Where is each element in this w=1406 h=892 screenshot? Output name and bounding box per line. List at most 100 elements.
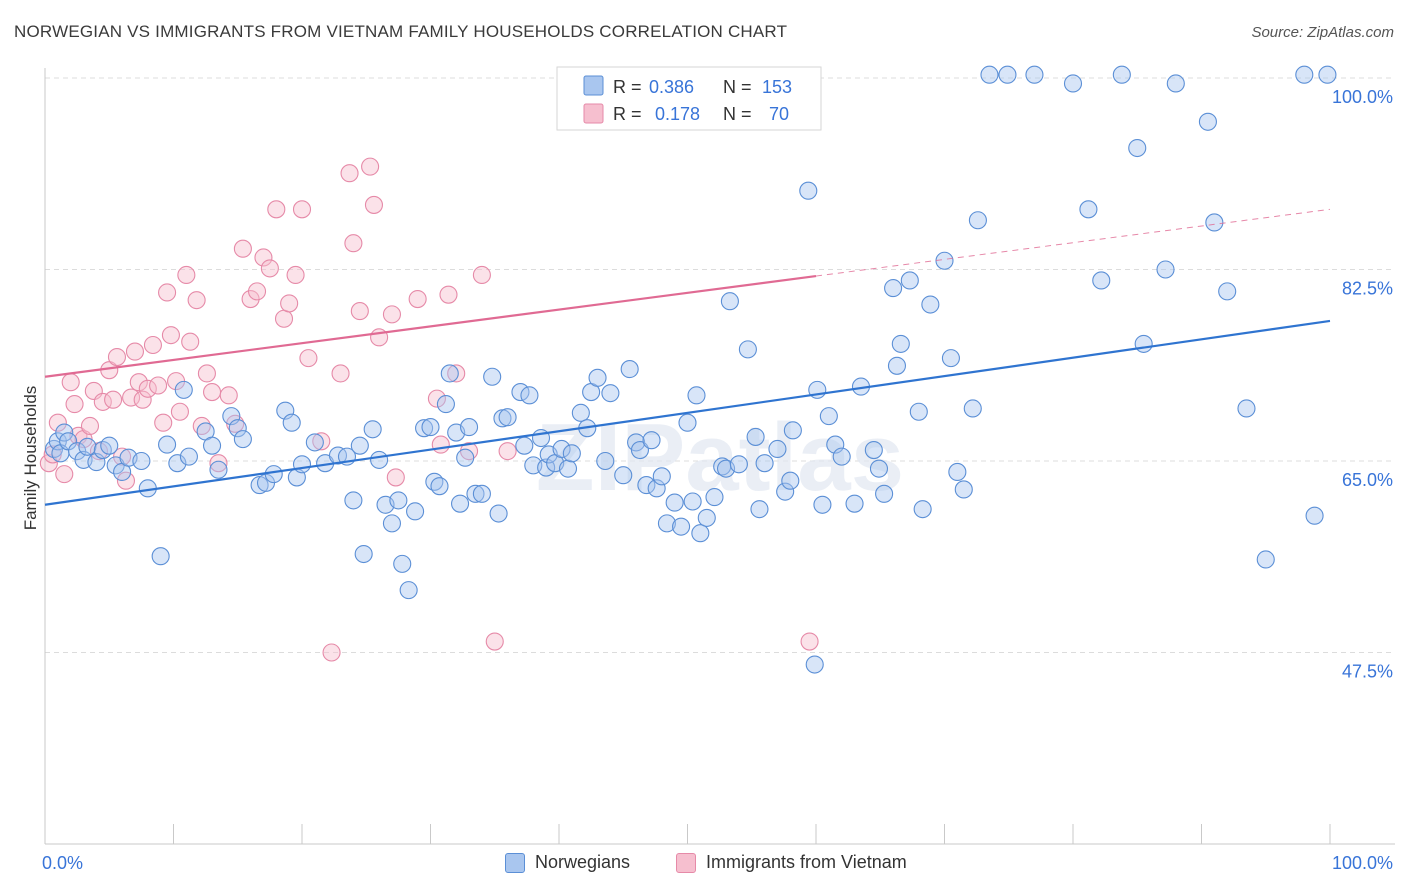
- norwegian-point-107: [768, 439, 787, 459]
- norwegian-point-102: [729, 455, 748, 474]
- norwegian-point-147: [1198, 112, 1217, 131]
- norwegian-point-97: [697, 508, 716, 527]
- norwegian-point-121: [869, 459, 889, 478]
- x-tick-label-min: 0.0%: [42, 853, 83, 873]
- norwegian-point-143: [1128, 138, 1147, 158]
- x-tick-label-max: 100.0%: [1332, 853, 1393, 873]
- norwegian-point-25: [228, 419, 247, 438]
- vietnam-point-48: [299, 349, 318, 368]
- y-tick-label-0: 47.5%: [1342, 662, 1393, 682]
- norwegian-point-26: [233, 430, 252, 449]
- norwegian-point-101: [720, 292, 739, 311]
- norwegian-point-83: [620, 360, 639, 379]
- norwegian-point-126: [900, 271, 919, 290]
- series-immigrants-vietnam-points: [39, 157, 819, 662]
- norwegian-point-94: [683, 492, 702, 511]
- norwegian-point-144: [1134, 334, 1153, 353]
- norwegian-point-79: [588, 368, 607, 387]
- vietnam-point-42: [260, 259, 279, 278]
- norwegian-point-61: [483, 367, 502, 386]
- norwegian-point-75: [562, 444, 581, 463]
- norwegian-point-149: [1218, 282, 1237, 301]
- y-tick-label-1: 65.0%: [1342, 470, 1393, 490]
- vietnam-point-8: [80, 416, 100, 436]
- norwegian-point-141: [1092, 271, 1111, 290]
- gridlines: [45, 77, 1395, 653]
- norwegian-point-133: [954, 480, 973, 499]
- vietnam-point-30: [181, 332, 200, 351]
- norwegian-point-104: [746, 427, 765, 446]
- vietnam-point-26: [161, 326, 180, 345]
- norwegian-point-41: [363, 420, 382, 439]
- legend-item-norwegians[interactable]: Norwegians: [505, 852, 630, 873]
- norwegian-point-150: [1237, 399, 1256, 418]
- norwegian-point-123: [884, 279, 903, 298]
- vietnam-point-19: [129, 373, 148, 392]
- norwegian-point-90: [657, 514, 676, 533]
- norwegian-point-54: [440, 364, 459, 383]
- norwegian-point-153: [1305, 506, 1324, 525]
- vietnam-point-16: [116, 471, 136, 490]
- legend-r-value-2: 0.178: [655, 104, 700, 124]
- vietnam-point-44: [274, 309, 294, 328]
- norwegian-point-36: [328, 446, 348, 465]
- norwegian-point-74: [558, 459, 578, 478]
- norwegian-point-52: [430, 477, 449, 496]
- norwegian-point-60: [472, 484, 491, 503]
- norwegian-point-87: [642, 431, 661, 450]
- vietnam-point-47: [292, 200, 312, 219]
- norwegian-point-128: [913, 500, 932, 519]
- vietnam-point-14: [107, 347, 127, 367]
- vietnam-point-21: [138, 379, 157, 398]
- norwegian-point-139: [1063, 74, 1083, 93]
- vietnam-point-31: [187, 291, 206, 310]
- vietnam-point-63: [439, 285, 458, 304]
- norwegian-point-131: [941, 349, 960, 368]
- norwegian-point-38: [344, 491, 363, 510]
- vietnam-point-56: [364, 195, 384, 214]
- norwegian-point-45: [389, 491, 408, 510]
- vietnam-point-61: [427, 389, 446, 408]
- trend-line-vietnam: [44, 274, 817, 378]
- legend-n-value-2: 70: [769, 104, 789, 124]
- norwegian-point-108: [776, 482, 795, 501]
- norwegian-point-58: [459, 418, 479, 437]
- y-tick-labels: 47.5% 65.0% 82.5% 100.0%: [1332, 87, 1393, 682]
- vietnam-point-69: [800, 632, 819, 651]
- legend-item-vietnam[interactable]: Immigrants from Vietnam: [676, 852, 907, 873]
- vietnam-point-51: [331, 364, 350, 383]
- vietnam-point-20: [133, 390, 152, 409]
- norwegian-point-20: [179, 447, 198, 466]
- norwegian-point-34: [305, 433, 324, 452]
- norwegian-point-134: [963, 399, 982, 418]
- vietnam-point-62: [431, 435, 450, 454]
- norwegian-point-86: [637, 476, 656, 495]
- norwegian-point-125: [891, 334, 910, 353]
- y-tick-label-2: 82.5%: [1342, 279, 1393, 299]
- y-tick-label-3: 100.0%: [1332, 87, 1393, 107]
- norwegian-point-42: [370, 450, 389, 469]
- norwegian-point-124: [887, 356, 907, 375]
- norwegian-point-130: [935, 251, 954, 270]
- legend-r-label-1: R =: [613, 77, 642, 97]
- legend-n-label-1: N =: [723, 77, 752, 97]
- vietnam-point-40: [247, 282, 267, 301]
- norwegian-point-50: [421, 418, 440, 437]
- legend-label-vietnam: Immigrants from Vietnam: [706, 852, 907, 872]
- norwegian-point-66: [515, 436, 534, 455]
- norwegian-point-115: [819, 407, 838, 426]
- norwegian-point-140: [1079, 200, 1098, 219]
- legend-swatch-vietnam-bottom: [676, 852, 696, 873]
- vietnam-point-68: [498, 442, 517, 461]
- norwegian-point-53: [436, 395, 455, 414]
- vietnam-point-45: [280, 294, 299, 313]
- norwegian-point-111: [799, 181, 818, 200]
- norwegian-point-22: [203, 436, 222, 455]
- legend-swatch-norwegians: [583, 75, 604, 96]
- norwegian-point-122: [875, 484, 894, 503]
- norwegian-point-80: [596, 451, 615, 471]
- norwegian-point-93: [678, 413, 697, 432]
- norwegian-point-109: [781, 471, 800, 490]
- norwegian-point-31: [282, 413, 301, 432]
